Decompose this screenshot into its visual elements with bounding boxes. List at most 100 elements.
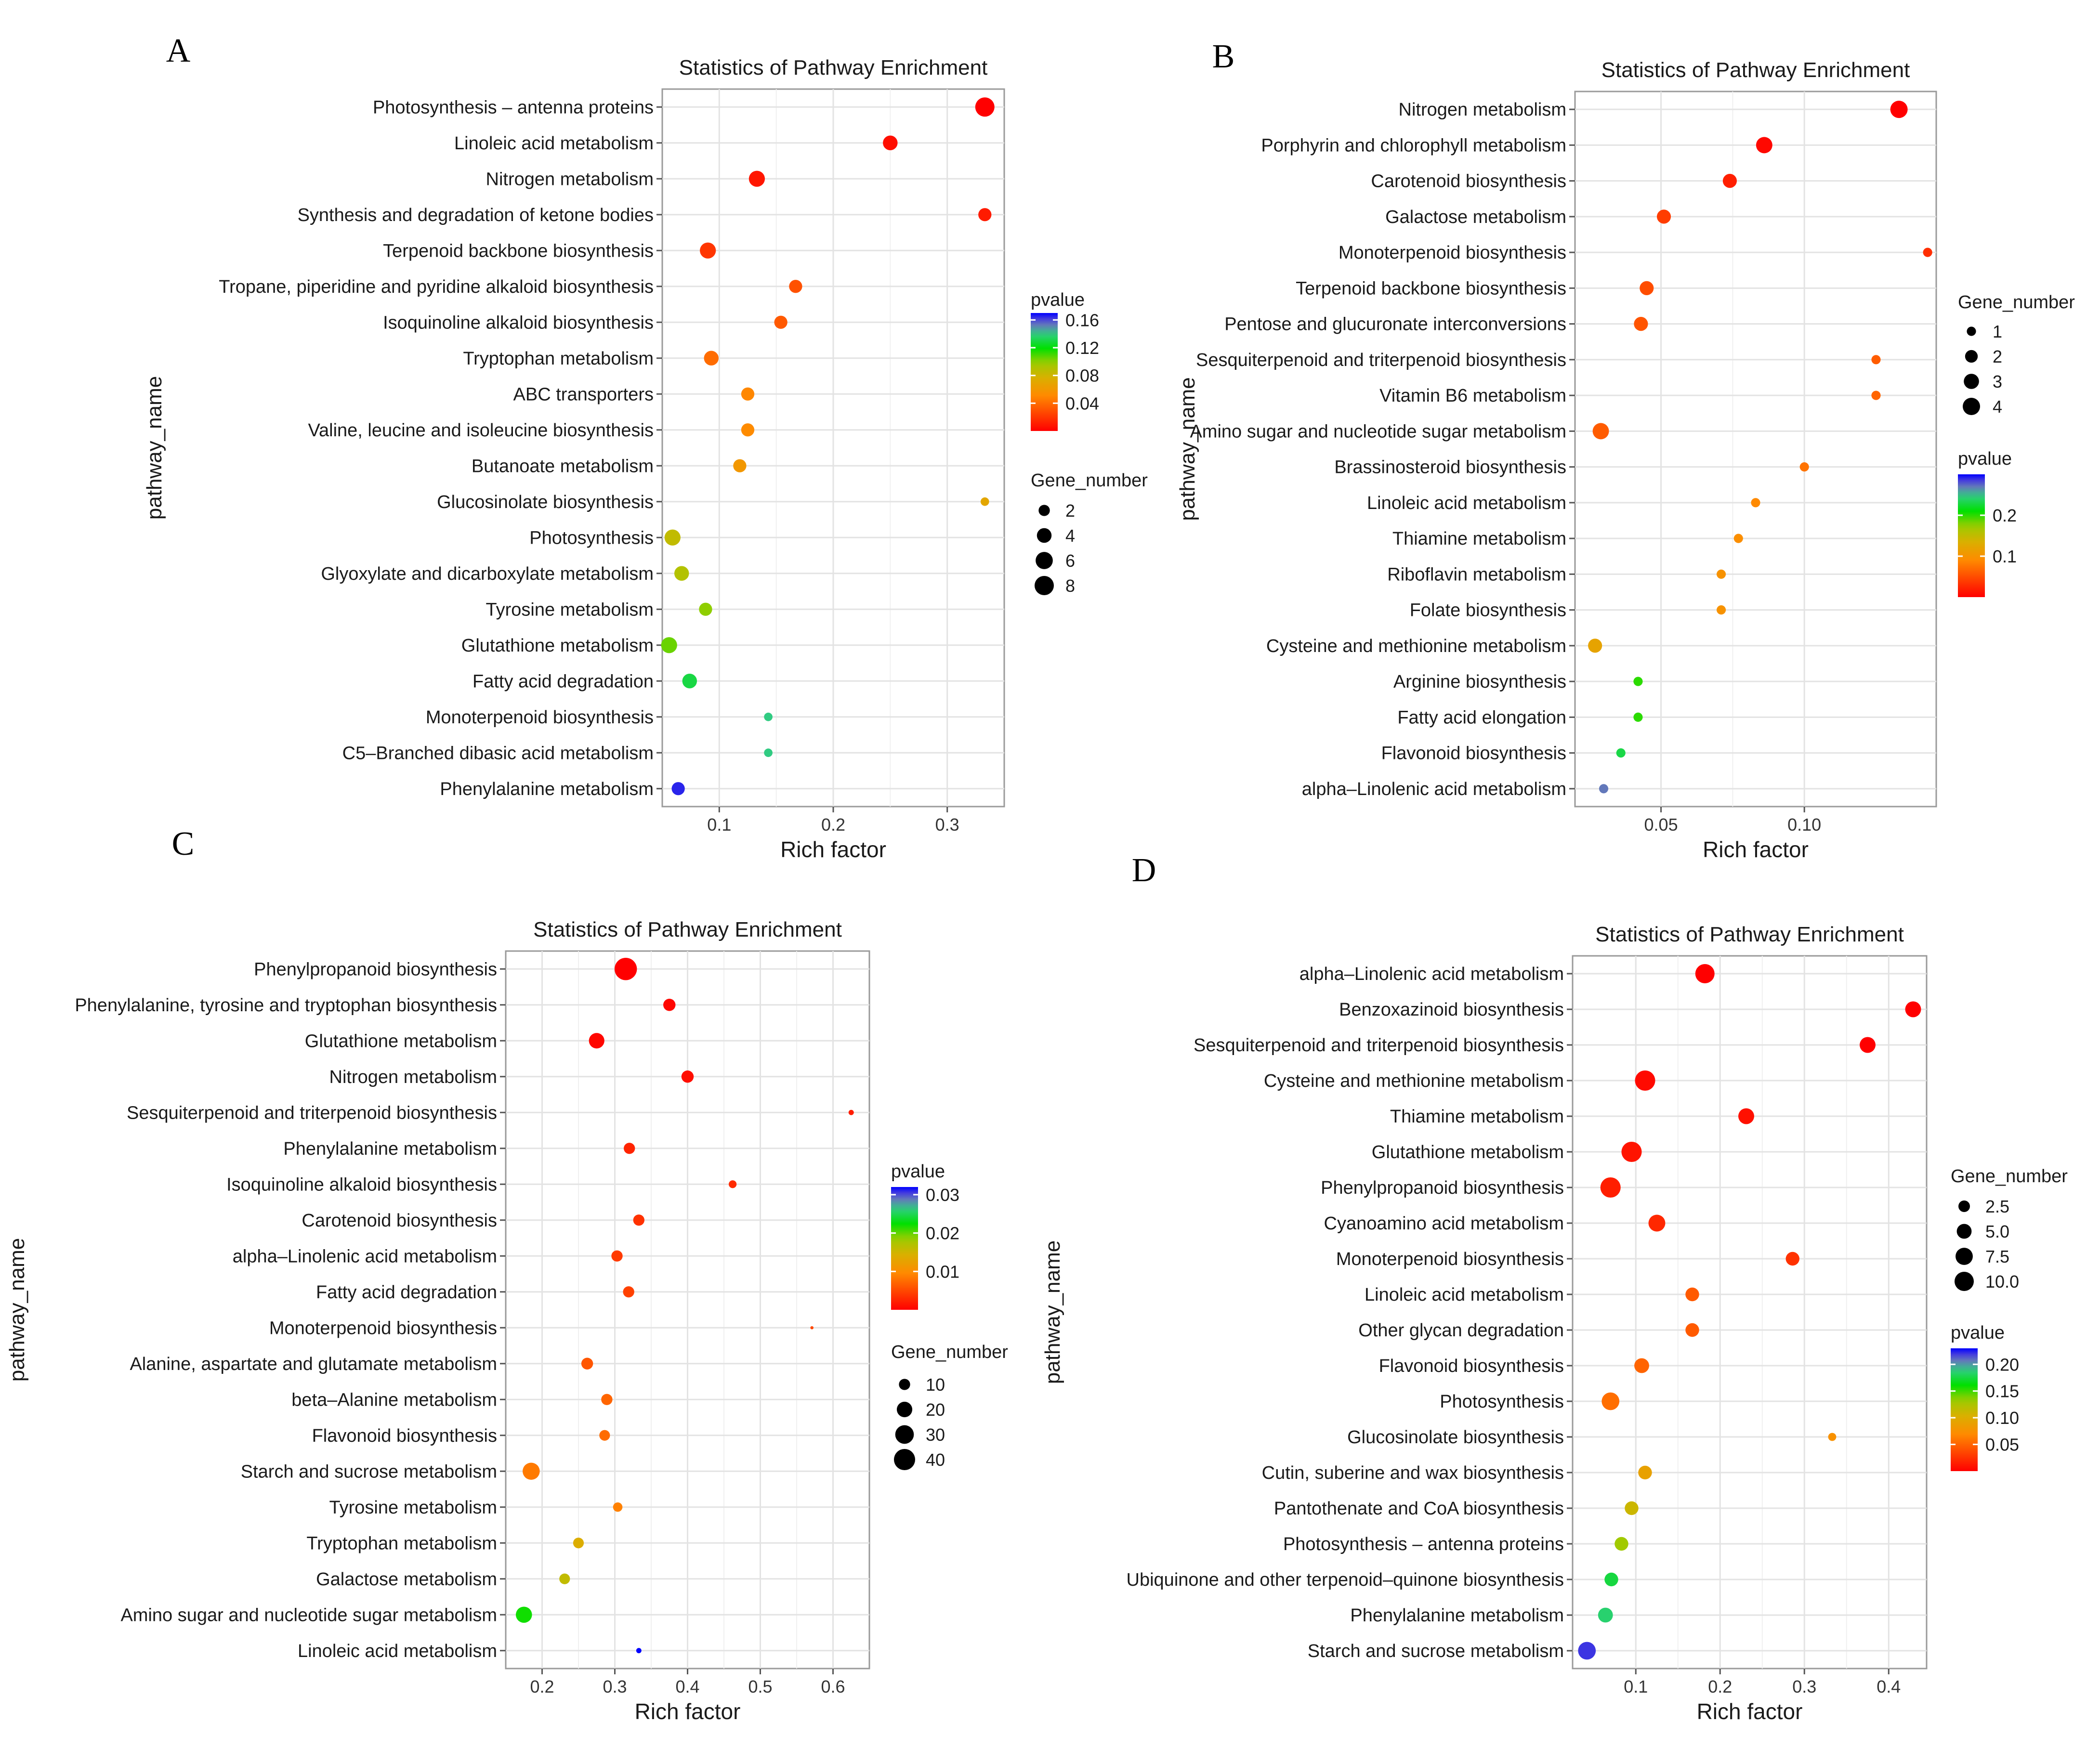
x-tick-label: 0.05: [1644, 815, 1678, 835]
size-legend-label: 2.5: [1985, 1197, 2009, 1216]
data-point: [1604, 1572, 1618, 1587]
colorbar-tick-label: 0.20: [1985, 1355, 2019, 1374]
size-legend-dot: [899, 1379, 910, 1390]
pathway-label: Sesquiterpenoid and triterpenoid biosynt…: [1196, 350, 1566, 370]
size-legend-label: 10: [926, 1375, 945, 1395]
size-legend-dot: [1967, 326, 1976, 336]
size-legend-label: 6: [1065, 551, 1075, 571]
pathway-label: Galactose metabolism: [316, 1569, 497, 1590]
data-point: [1599, 784, 1609, 794]
size-legend-label: 2: [1993, 347, 2002, 366]
data-point: [789, 280, 802, 293]
panel-letter: B: [1212, 38, 1235, 75]
pathway-label: Monoterpenoid biosynthesis: [269, 1318, 497, 1338]
x-tick-label: 0.1: [1624, 1677, 1648, 1696]
data-point: [1633, 677, 1643, 686]
chart-title: Statistics of Pathway Enrichment: [1601, 58, 1910, 82]
x-tick-label: 0.1: [707, 815, 731, 835]
colorbar-tick-label: 0.05: [1985, 1435, 2019, 1455]
plot-area: [1572, 955, 1928, 1670]
data-point: [1738, 1108, 1754, 1124]
pathway-label: Amino sugar and nucleotide sugar metabol…: [120, 1605, 497, 1625]
pathway-label: C5–Branched dibasic acid metabolism: [342, 743, 654, 763]
data-point: [1756, 137, 1772, 154]
pathway-label: Phenylalanine metabolism: [440, 779, 654, 799]
data-point: [1588, 639, 1602, 653]
data-point: [1625, 1501, 1639, 1515]
data-point: [1717, 569, 1726, 579]
x-axis-title: Rich factor: [1697, 1699, 1803, 1724]
colorbar-tick-label: 0.08: [1065, 366, 1099, 386]
data-point: [1923, 248, 1932, 257]
size-legend-label: 1: [1993, 322, 2002, 341]
data-point: [661, 637, 677, 653]
x-tick-label: 0.4: [675, 1677, 699, 1696]
data-point: [1648, 1214, 1666, 1232]
gene-number-legend-title: Gene_number: [1031, 470, 1148, 491]
size-legend-dot: [1955, 1272, 1974, 1291]
pathway-label: Photosynthesis: [1440, 1392, 1564, 1412]
pathway-label: Pentose and glucuronate interconversions: [1224, 314, 1566, 335]
pathway-label: Phenylpropanoid biosynthesis: [254, 959, 497, 979]
pathway-label: Ubiquinone and other terpenoid–quinone b…: [1127, 1570, 1564, 1590]
pvalue-colorbar: [1031, 313, 1058, 431]
data-point: [614, 958, 637, 980]
data-point: [741, 387, 755, 401]
data-point: [975, 97, 995, 117]
pathway-label: Phenylalanine metabolism: [1350, 1605, 1564, 1626]
data-point: [699, 602, 712, 616]
x-tick-label: 0.2: [1708, 1677, 1732, 1696]
pathway-label: Valine, leucine and isoleucine biosynthe…: [308, 420, 654, 441]
data-point: [728, 1180, 737, 1188]
colorbar-tick-label: 0.16: [1065, 310, 1099, 330]
pathway-label: Carotenoid biosynthesis: [302, 1211, 497, 1231]
pathway-label: Fatty acid degradation: [472, 671, 654, 691]
x-axis-title: Rich factor: [1703, 837, 1809, 862]
data-point: [1621, 1141, 1642, 1162]
pathway-label: Cysteine and methionine metabolism: [1266, 636, 1566, 656]
data-point: [1860, 1037, 1876, 1053]
size-legend-label: 4: [1993, 397, 2002, 417]
pathway-label: Thiamine metabolism: [1392, 529, 1566, 549]
data-point: [1614, 1537, 1628, 1551]
data-point: [613, 1502, 623, 1512]
data-point: [623, 1286, 634, 1298]
size-legend-label: 10.0: [1985, 1272, 2019, 1291]
pathway-label: Linoleic acid metabolism: [298, 1641, 497, 1661]
pathway-label: Glutathione metabolism: [305, 1031, 497, 1051]
pvalue-colorbar: [891, 1187, 918, 1310]
pathway-label: Porphyrin and chlorophyll metabolism: [1261, 135, 1566, 156]
x-axis-title: Rich factor: [635, 1699, 741, 1724]
pathway-label: Synthesis and degradation of ketone bodi…: [298, 205, 654, 225]
data-point: [1616, 748, 1626, 758]
panel-b: B Statistics of Pathway Enrichment 0.05 0.1…: [1176, 38, 2075, 862]
pathway-label: Nitrogen metabolism: [329, 1067, 497, 1087]
pathway-label: Sesquiterpenoid and triterpenoid biosynt…: [127, 1103, 497, 1123]
size-legend-dot: [1037, 528, 1052, 543]
pathway-label: Cutin, suberine and wax biosynthesis: [1262, 1463, 1564, 1483]
size-legend-label: 2: [1065, 501, 1075, 521]
pathway-label: Isoquinoline alkaloid biosynthesis: [383, 313, 654, 333]
plot-area: [1574, 91, 1937, 808]
pathway-label: Monoterpenoid biosynthesis: [1339, 243, 1566, 263]
pathway-label: Sesquiterpenoid and triterpenoid biosynt…: [1194, 1035, 1564, 1056]
panel-letter: C: [172, 825, 195, 862]
data-point: [1578, 1642, 1596, 1660]
data-point: [523, 1462, 540, 1480]
y-axis-title: pathway_name: [5, 1238, 29, 1382]
data-point: [764, 712, 773, 721]
pathway-label: Brassinosteroid biosynthesis: [1334, 457, 1566, 478]
size-legend-dot: [1038, 505, 1050, 516]
size-legend-label: 30: [926, 1425, 945, 1445]
size-legend-label: 20: [926, 1400, 945, 1420]
pathway-label: Tryptophan metabolism: [463, 349, 654, 369]
pathway-label: Tryptophan metabolism: [306, 1533, 497, 1553]
gene-number-legend-title: Gene_number: [1951, 1166, 2068, 1187]
colorbar-tick-label: 0.03: [926, 1185, 959, 1205]
data-point: [1751, 498, 1760, 508]
size-legend-label: 40: [926, 1450, 945, 1470]
data-point: [581, 1357, 593, 1370]
colorbar-tick-label: 0.10: [1985, 1408, 2019, 1428]
data-point: [515, 1606, 532, 1623]
